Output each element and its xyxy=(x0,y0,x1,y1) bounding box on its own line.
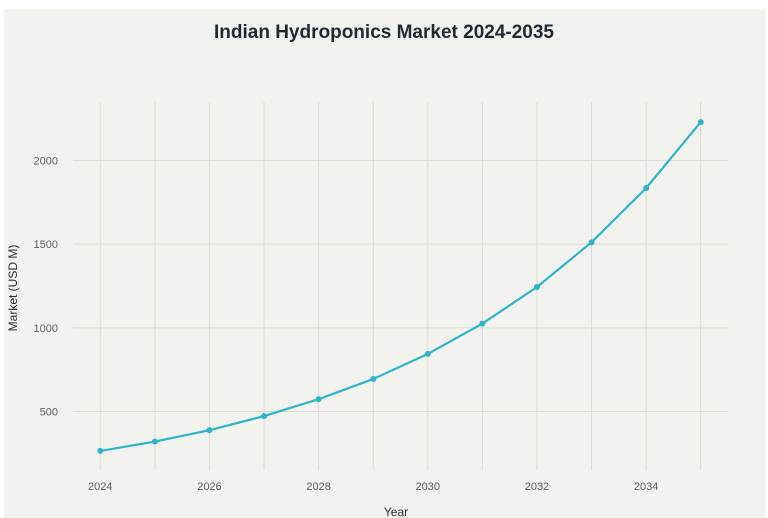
y-tick-labels: 500 1000 1500 2000 xyxy=(34,156,58,419)
series-line xyxy=(100,121,702,452)
data-point xyxy=(370,376,377,383)
data-point xyxy=(206,427,213,434)
vertical-gridlines xyxy=(99,102,702,470)
y-tick-label: 1000 xyxy=(34,323,58,335)
x-tick-label: 2026 xyxy=(197,481,221,493)
data-point xyxy=(643,185,650,192)
series-points xyxy=(97,119,704,454)
x-tick-label: 2024 xyxy=(88,481,112,493)
data-point xyxy=(261,413,268,420)
x-tick-label: 2034 xyxy=(634,481,658,493)
data-point xyxy=(315,396,322,403)
data-point xyxy=(151,438,158,445)
y-axis-title: Market (USD M) xyxy=(6,245,20,332)
chart-background xyxy=(4,9,766,518)
x-tick-labels: 2024 2026 2028 2030 2032 2034 xyxy=(88,481,658,493)
x-tick-label: 2028 xyxy=(306,481,330,493)
data-point xyxy=(533,284,540,291)
chart-title: Indian Hydroponics Market 2024-2035 xyxy=(213,22,554,43)
x-axis-title: Year xyxy=(384,505,408,518)
y-tick-label: 1500 xyxy=(34,239,58,251)
data-point xyxy=(424,350,431,357)
x-tick-label: 2032 xyxy=(525,481,549,493)
horizontal-gridlines xyxy=(73,160,728,412)
data-point xyxy=(697,119,704,126)
y-tick-label: 500 xyxy=(40,406,58,418)
data-point xyxy=(588,239,595,246)
data-point xyxy=(97,447,104,454)
data-point xyxy=(479,320,486,327)
y-tick-label: 2000 xyxy=(34,156,58,168)
x-tick-label: 2030 xyxy=(416,481,440,493)
